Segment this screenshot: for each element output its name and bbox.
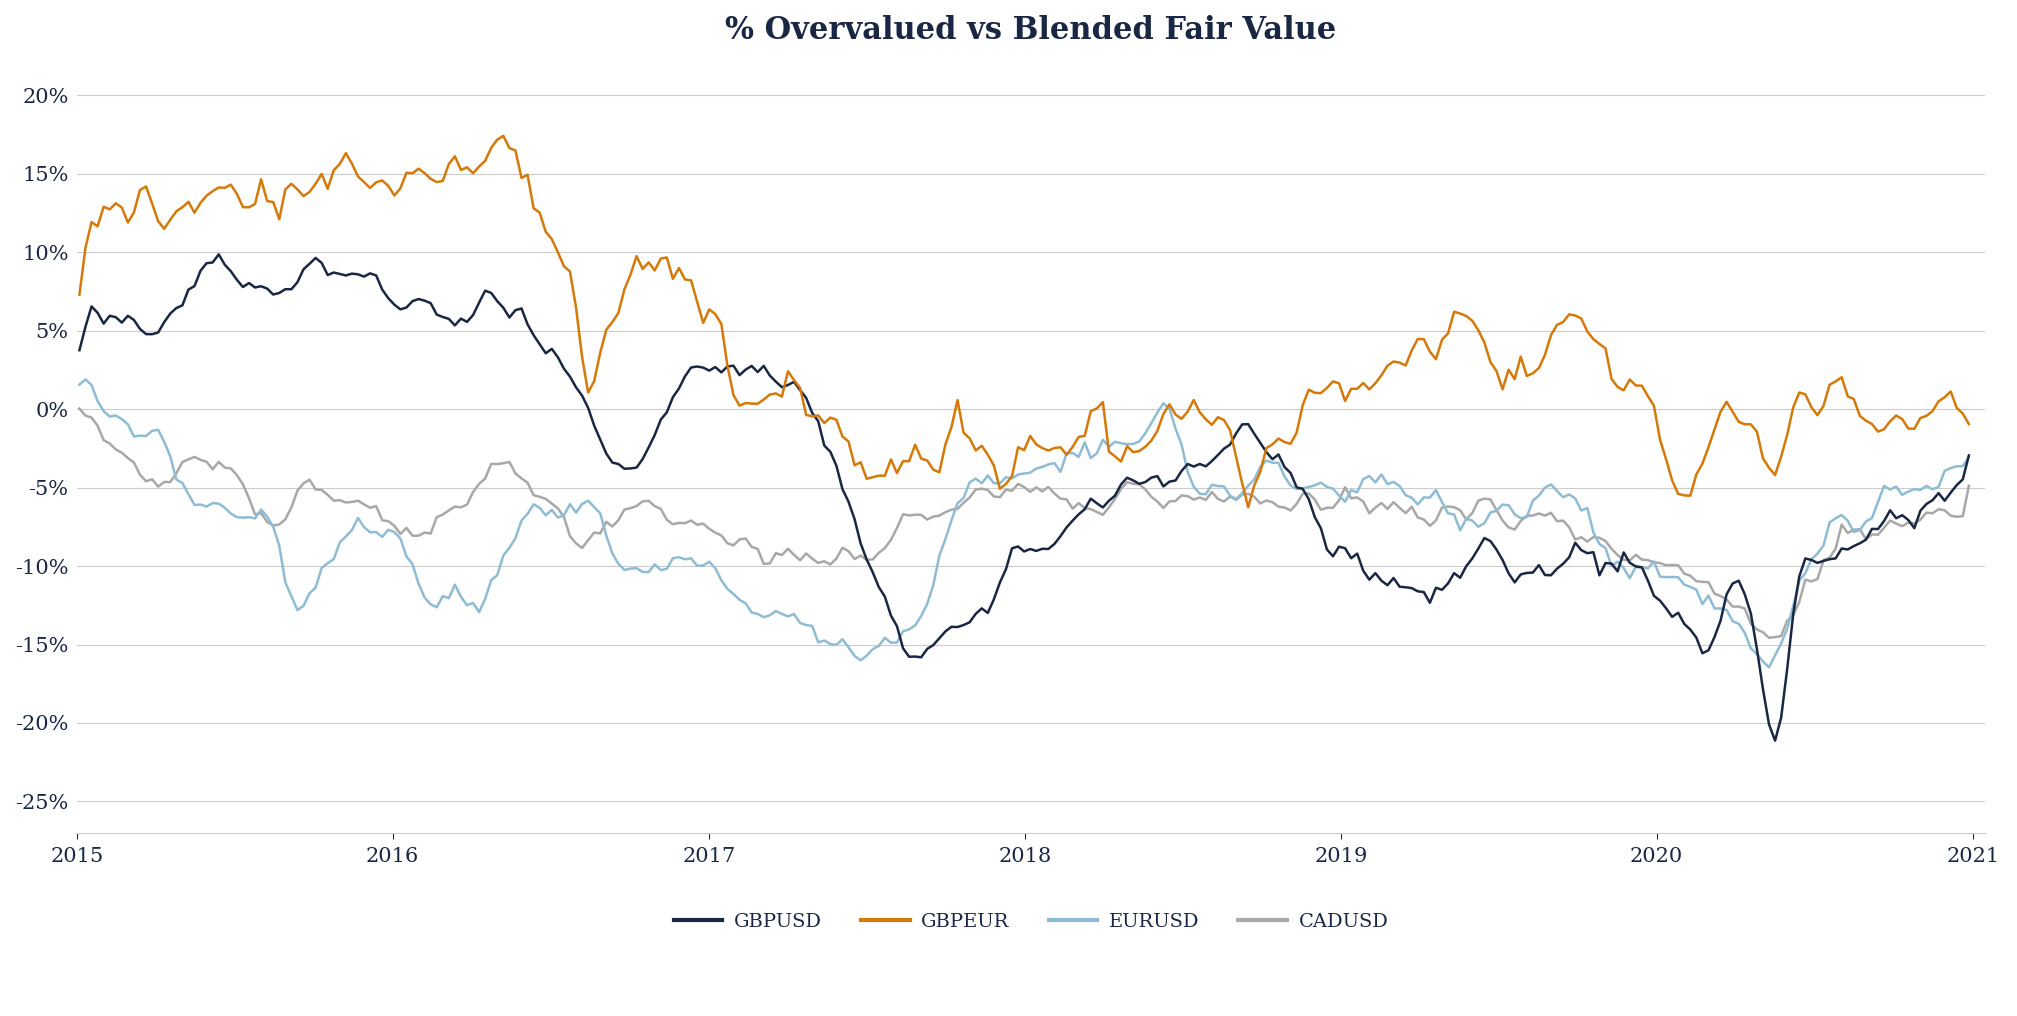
Title: % Overvalued vs Blended Fair Value: % Overvalued vs Blended Fair Value [726, 15, 1337, 46]
Legend: GBPUSD, GBPEUR, EURUSD, CADUSD: GBPUSD, GBPEUR, EURUSD, CADUSD [666, 904, 1396, 939]
Line: EURUSD: EURUSD [79, 379, 1969, 668]
Line: GBPEUR: GBPEUR [79, 136, 1969, 507]
Line: CADUSD: CADUSD [79, 408, 1969, 638]
Line: GBPUSD: GBPUSD [79, 254, 1969, 741]
